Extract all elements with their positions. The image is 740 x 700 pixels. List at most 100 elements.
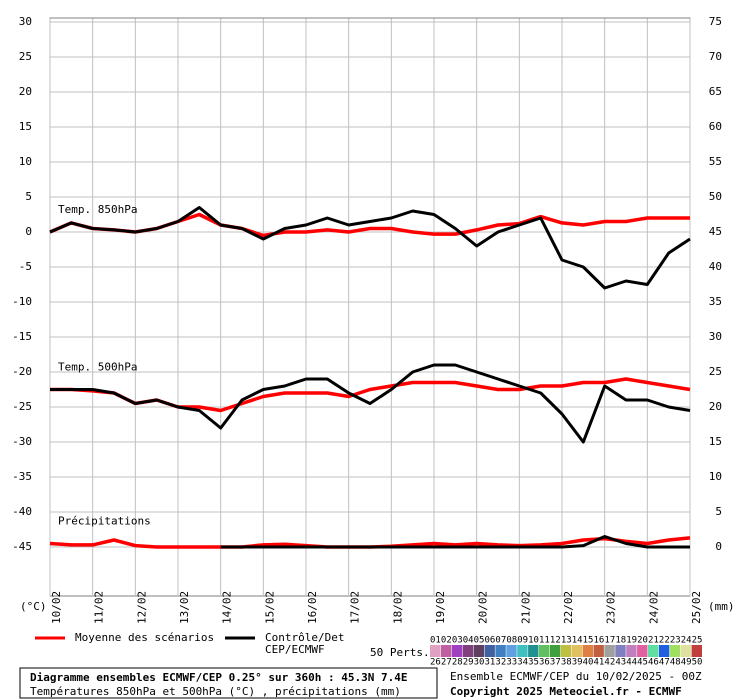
member-label: 01: [430, 636, 441, 646]
member-label: 19: [626, 636, 637, 646]
member-swatch: [680, 645, 692, 651]
member-label: 27: [441, 658, 452, 668]
member-label: 34: [517, 658, 528, 668]
y2-tick-label: 50: [709, 190, 722, 203]
member-swatch: [430, 651, 441, 657]
member-label: 47: [659, 658, 670, 668]
x-tick-label: 24/02: [647, 591, 660, 624]
y2-tick-label: 0: [715, 540, 722, 553]
x-tick-label: 23/02: [605, 591, 618, 624]
member-label: 37: [550, 658, 561, 668]
y-tick-label: -40: [12, 505, 32, 518]
member-swatch: [528, 645, 539, 651]
member-label: 48: [670, 658, 681, 668]
member-swatch: [626, 645, 637, 651]
member-label: 39: [572, 658, 583, 668]
panel-label: Précipitations: [58, 515, 151, 528]
member-swatch: [506, 645, 517, 651]
x-tick-label: 19/02: [434, 591, 447, 624]
member-swatch: [506, 651, 517, 657]
member-label: 12: [550, 636, 561, 646]
member-swatch: [669, 645, 681, 651]
member-swatch: [473, 651, 484, 657]
member-label: 15: [583, 636, 594, 646]
member-label: 08: [506, 636, 517, 646]
y-tick-label: -35: [12, 470, 32, 483]
y2-tick-label: 10: [709, 470, 722, 483]
legend-label: Moyenne des scénarios: [75, 631, 214, 644]
member-swatch: [604, 645, 615, 651]
member-label: 22: [659, 636, 670, 646]
y-tick-label: -20: [12, 365, 32, 378]
member-label: 13: [561, 636, 572, 646]
legend-label: Contrôle/Det: [265, 631, 344, 644]
y2-tick-label: 75: [709, 15, 722, 28]
x-tick-label: 15/02: [263, 591, 276, 624]
member-label: 36: [539, 658, 550, 668]
member-label: 45: [637, 658, 648, 668]
member-label: 43: [615, 658, 626, 668]
member-swatch: [658, 645, 670, 651]
footer-copyright: Copyright 2025 Meteociel.fr - ECMWF: [450, 685, 682, 698]
member-label: 10: [528, 636, 539, 646]
member-swatch: [473, 645, 484, 651]
y-tick-label: -15: [12, 330, 32, 343]
member-swatch: [549, 651, 561, 657]
x-tick-label: 22/02: [562, 591, 575, 624]
member-label: 20: [637, 636, 648, 646]
member-swatch: [615, 645, 626, 651]
member-label: 09: [517, 636, 528, 646]
member-swatch: [626, 651, 637, 657]
member-label: 25: [692, 636, 703, 646]
y-tick-label: -45: [12, 540, 32, 553]
y-tick-label: 5: [25, 190, 32, 203]
member-label: 42: [604, 658, 615, 668]
member-label: 28: [452, 658, 463, 668]
y2-tick-label: 55: [709, 155, 722, 168]
member-swatch: [484, 645, 495, 651]
y2-tick-label: 15: [709, 435, 722, 448]
member-swatch: [604, 651, 615, 657]
member-swatch: [430, 645, 441, 651]
member-swatch: [549, 645, 561, 651]
member-label: 04: [463, 636, 474, 646]
member-swatch: [680, 651, 692, 657]
x-tick-label: 21/02: [519, 591, 532, 624]
info-box: [19, 667, 438, 699]
member-label: 11: [539, 636, 550, 646]
y2-tick-label: 40: [709, 260, 722, 273]
member-swatch: [495, 645, 506, 651]
y-tick-label: -10: [12, 295, 32, 308]
x-tick-label: 20/02: [477, 591, 490, 624]
member-swatch: [582, 645, 593, 651]
member-label: 16: [594, 636, 605, 646]
member-label: 31: [485, 658, 496, 668]
member-swatch: [615, 651, 626, 657]
y2-tick-label: 35: [709, 295, 722, 308]
member-swatch: [517, 645, 528, 651]
y-tick-label: 15: [19, 120, 32, 133]
y-tick-label: -30: [12, 435, 32, 448]
x-tick-label: 13/02: [178, 591, 191, 624]
panel-label: Temp. 850hPa: [58, 203, 137, 216]
y-tick-label: -25: [12, 400, 32, 413]
y-tick-label: 30: [19, 15, 32, 28]
member-label: 33: [506, 658, 517, 668]
member-label: 17: [604, 636, 615, 646]
series-line: [220, 535, 690, 549]
member-swatch: [517, 651, 528, 657]
y-axis-label: (°C): [20, 600, 47, 613]
member-swatch: [539, 651, 550, 657]
member-label: 24: [681, 636, 692, 646]
member-label: 32: [495, 658, 506, 668]
plot-area: [49, 17, 691, 597]
member-label: 07: [495, 636, 506, 646]
member-swatch: [560, 645, 572, 651]
member-swatch: [451, 645, 463, 651]
member-label: 49: [681, 658, 692, 668]
series-line: [50, 363, 691, 444]
member-swatch: [593, 645, 604, 651]
member-label: 35: [528, 658, 539, 668]
y-tick-label: 25: [19, 50, 32, 63]
